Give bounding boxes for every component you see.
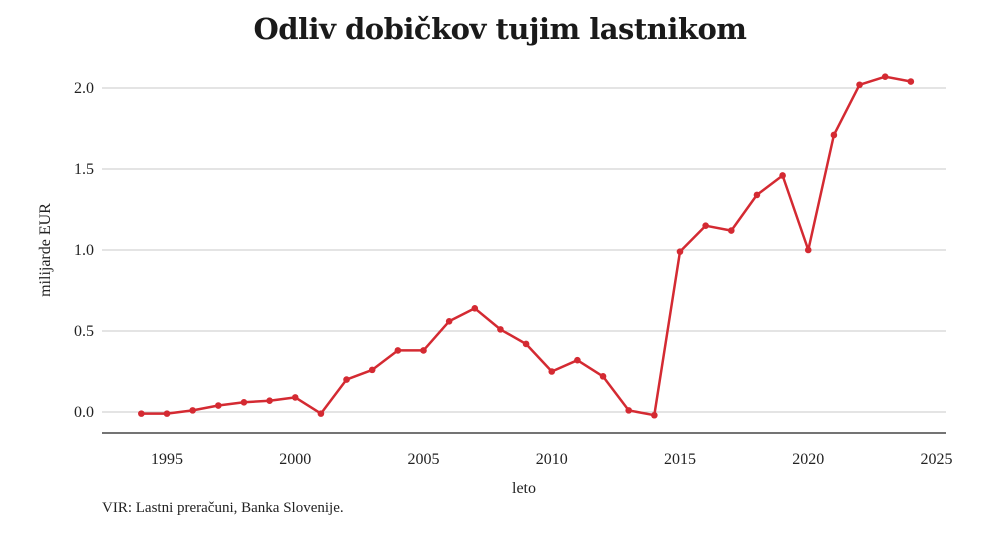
data-point xyxy=(138,410,145,417)
data-point xyxy=(830,131,838,139)
data-point xyxy=(625,407,632,414)
x-tick-label: 2015 xyxy=(664,451,696,468)
data-point xyxy=(779,172,786,179)
y-tick-label: 1.0 xyxy=(74,242,94,259)
y-tick-label: 0.5 xyxy=(74,323,94,340)
source-note: VIR: Lastni preračuni, Banka Slovenije. xyxy=(102,500,344,516)
data-point xyxy=(728,227,735,234)
data-point xyxy=(420,347,427,354)
data-point xyxy=(163,410,171,417)
data-point xyxy=(881,73,889,80)
data-point xyxy=(240,398,248,406)
data-point xyxy=(497,326,504,333)
x-axis-label: leto xyxy=(512,480,536,497)
x-tick-label: 2000 xyxy=(279,451,311,468)
data-point xyxy=(189,407,196,414)
data-point xyxy=(599,373,607,380)
data-point xyxy=(676,248,684,255)
y-axis-label: milijarde EUR xyxy=(37,203,54,297)
data-point xyxy=(445,317,453,325)
data-point xyxy=(651,411,658,419)
y-tick-label: 1.5 xyxy=(74,161,94,178)
x-tick-label: 2010 xyxy=(536,451,568,468)
x-tick-label: 2025 xyxy=(921,451,953,468)
x-tick-label: 2020 xyxy=(792,451,824,468)
data-point xyxy=(574,356,581,364)
x-tick-label: 2005 xyxy=(408,451,440,468)
data-point xyxy=(856,81,863,89)
data-point xyxy=(291,394,299,401)
data-point xyxy=(907,78,915,85)
data-point xyxy=(317,410,325,417)
data-point xyxy=(548,368,556,375)
data-point xyxy=(368,366,376,374)
data-point xyxy=(522,340,530,348)
y-tick-label: 0.0 xyxy=(74,404,94,421)
data-point xyxy=(702,222,709,229)
data-point xyxy=(266,397,273,404)
x-tick-label: 1995 xyxy=(151,451,183,468)
data-point xyxy=(394,347,402,354)
chart-title: Odliv dobičkov tujim lastnikom xyxy=(253,12,748,46)
data-point xyxy=(804,246,812,254)
data-point xyxy=(753,191,761,199)
data-point xyxy=(343,376,350,383)
y-tick-label: 2.0 xyxy=(74,80,94,97)
data-point xyxy=(471,305,479,312)
series-line xyxy=(141,75,912,417)
data-point xyxy=(215,402,222,409)
